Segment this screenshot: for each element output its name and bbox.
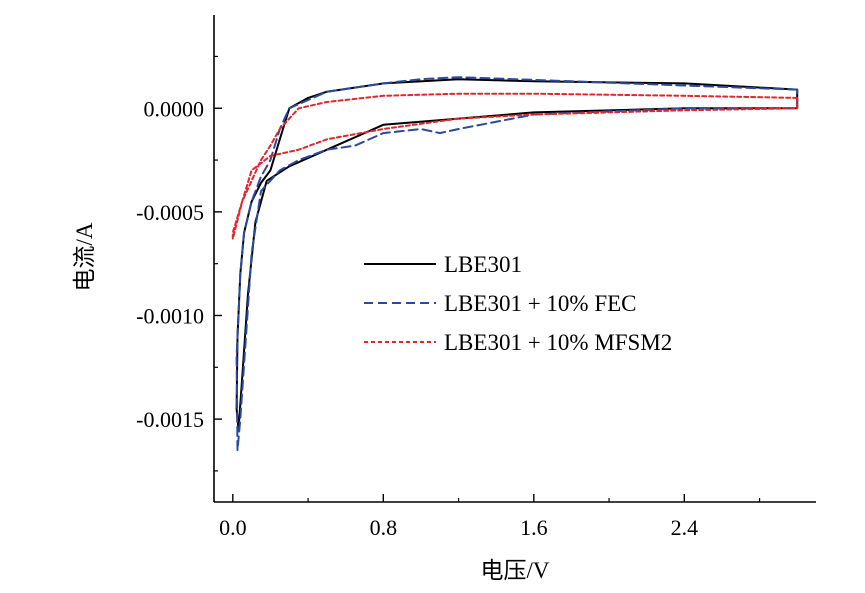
legend-label-2: LBE301 + 10% FEC <box>444 291 637 316</box>
x-axis-title: 电压/V <box>481 558 550 583</box>
x-tick-label: 0.0 <box>219 515 247 540</box>
y-tick-label: 0.0000 <box>144 96 205 121</box>
y-tick-label: -0.0005 <box>136 200 204 225</box>
series-layer <box>231 76 799 452</box>
x-tick-label: 0.8 <box>370 515 398 540</box>
y-tick-label: -0.0010 <box>136 303 204 328</box>
x-tick-label: 2.4 <box>671 515 699 540</box>
x-tick-label: 1.6 <box>520 515 548 540</box>
y-tick-label: -0.0015 <box>136 407 204 432</box>
y-axis-title: 电流/A <box>72 222 97 291</box>
legend: LBE301 LBE301 + 10% FEC LBE301 + 10% MFSM2 <box>364 252 672 355</box>
axes: 0.0 0.8 1.6 2.4 0.0000 -0.0005 -0.0010 -0.0015 <box>136 15 816 540</box>
legend-label-3: LBE301 + 10% MFSM2 <box>444 330 672 355</box>
series-line-3 <box>231 92 799 240</box>
legend-label-1: LBE301 <box>444 252 522 277</box>
series-line-2 <box>235 76 799 452</box>
